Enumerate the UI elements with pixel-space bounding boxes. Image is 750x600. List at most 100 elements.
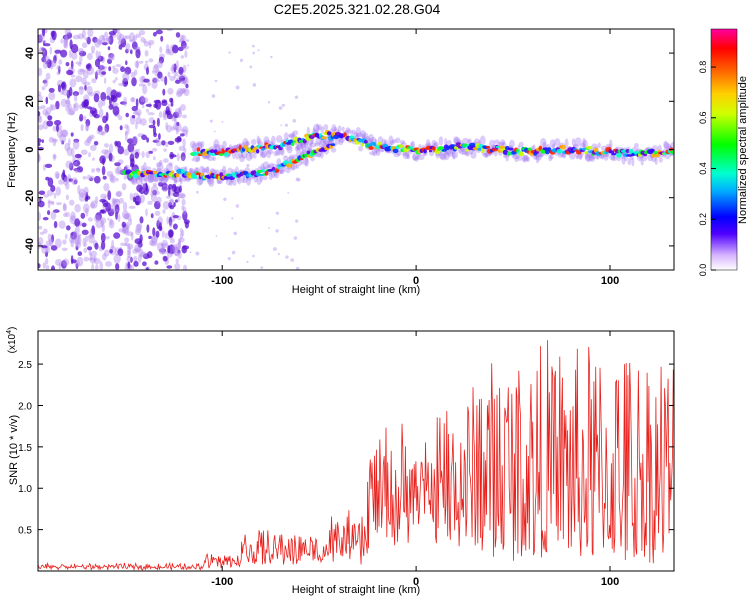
main-track-halo	[451, 150, 459, 159]
noise-blob	[83, 186, 89, 195]
main-track-cell	[392, 148, 399, 154]
noise-blob	[130, 232, 134, 241]
noise-blob	[73, 102, 79, 112]
noise-blob	[160, 243, 168, 247]
noise-blob	[52, 140, 57, 147]
noise-blob	[135, 121, 138, 130]
noise-blob	[152, 32, 157, 37]
noise-blob	[138, 29, 146, 36]
noise-blob	[94, 71, 99, 77]
main-track-halo	[438, 136, 444, 146]
noise-blob	[174, 79, 181, 84]
noise-blob	[175, 258, 179, 264]
main-track-halo	[406, 154, 411, 160]
noise-blob	[181, 198, 186, 206]
noise-blob	[159, 248, 167, 253]
noise-blob	[142, 97, 149, 104]
noise-blob	[97, 125, 103, 132]
main-track-halo	[362, 134, 366, 140]
noise-blob	[101, 34, 106, 41]
noise-blob	[177, 251, 182, 259]
noise-blob	[64, 233, 68, 240]
noise-blob	[55, 186, 61, 196]
noise-blob	[153, 99, 161, 104]
main-track-halo	[640, 159, 644, 166]
noise-blob	[110, 53, 115, 61]
main-track-halo	[453, 136, 459, 145]
noise-blob	[38, 236, 44, 246]
svg-text:(x104): (x104)	[6, 327, 18, 354]
noise-blob	[124, 131, 128, 142]
noise-blob	[99, 155, 106, 164]
noise-blob	[97, 100, 103, 109]
noise-blob	[62, 203, 68, 212]
main-track-halo	[512, 153, 518, 160]
noise-blob	[50, 211, 57, 220]
noise-blob	[83, 203, 90, 213]
noise-blob	[173, 73, 177, 79]
noise-blob	[132, 248, 139, 254]
lower-track-halo	[161, 175, 169, 184]
noise-blob	[129, 218, 132, 226]
noise-blob	[170, 126, 176, 131]
main-track-halo	[549, 139, 556, 149]
noise-blob	[134, 247, 142, 253]
noise-blob	[114, 204, 120, 214]
noise-blob	[105, 111, 109, 122]
main-track-cell	[428, 149, 433, 153]
main-track-halo	[355, 127, 361, 137]
noise-blob	[176, 87, 184, 96]
noise-blob	[90, 45, 96, 52]
noise-blob	[94, 214, 101, 223]
noise-blob	[38, 115, 43, 124]
noise-blob	[118, 33, 125, 44]
lower-track-cell	[227, 173, 233, 178]
noise-point	[215, 235, 218, 237]
main-track-halo	[191, 142, 197, 153]
noise-blob	[60, 129, 68, 138]
main-track-halo	[257, 138, 262, 144]
main-track-halo	[468, 138, 472, 144]
main-track-halo	[195, 156, 201, 162]
noise-blob	[180, 152, 186, 162]
noise-blob	[154, 79, 160, 83]
snr-y-tick-label: 0.5	[18, 526, 32, 537]
noise-blob	[77, 235, 80, 240]
main-track-halo	[584, 153, 591, 162]
noise-blob	[162, 88, 166, 96]
noise-point	[257, 49, 260, 52]
noise-blob	[102, 175, 107, 180]
lower-track-cell	[261, 169, 265, 173]
lower-track-halo	[266, 164, 271, 169]
lower-track-halo	[144, 177, 149, 182]
main-track-cell	[546, 147, 552, 152]
noise-blob	[85, 64, 91, 70]
noise-blob	[139, 234, 143, 243]
noise-blob	[179, 192, 186, 199]
noise-blob	[118, 228, 125, 233]
noise-blob	[52, 154, 57, 160]
main-track-halo	[339, 137, 345, 143]
noise-blob	[151, 185, 159, 194]
noise-blob	[176, 121, 180, 127]
noise-blob	[91, 168, 96, 173]
noise-blob	[70, 238, 75, 248]
noise-blob	[147, 173, 154, 183]
noise-blob	[167, 140, 175, 145]
noise-blob	[181, 45, 190, 50]
noise-blob	[45, 107, 52, 115]
noise-blob	[83, 81, 91, 86]
noise-blob	[84, 139, 91, 146]
lower-track-cell	[306, 150, 311, 155]
noise-point	[278, 106, 283, 110]
noise-blob	[60, 49, 68, 58]
noise-blob	[121, 221, 127, 228]
main-track-halo	[316, 123, 320, 134]
main-track-halo	[500, 139, 506, 146]
noise-blob	[109, 173, 115, 182]
noise-blob	[68, 138, 71, 147]
main-track-halo	[597, 142, 601, 149]
noise-blob	[177, 196, 180, 203]
main-track-cell	[611, 152, 617, 156]
noise-blob	[116, 31, 122, 41]
